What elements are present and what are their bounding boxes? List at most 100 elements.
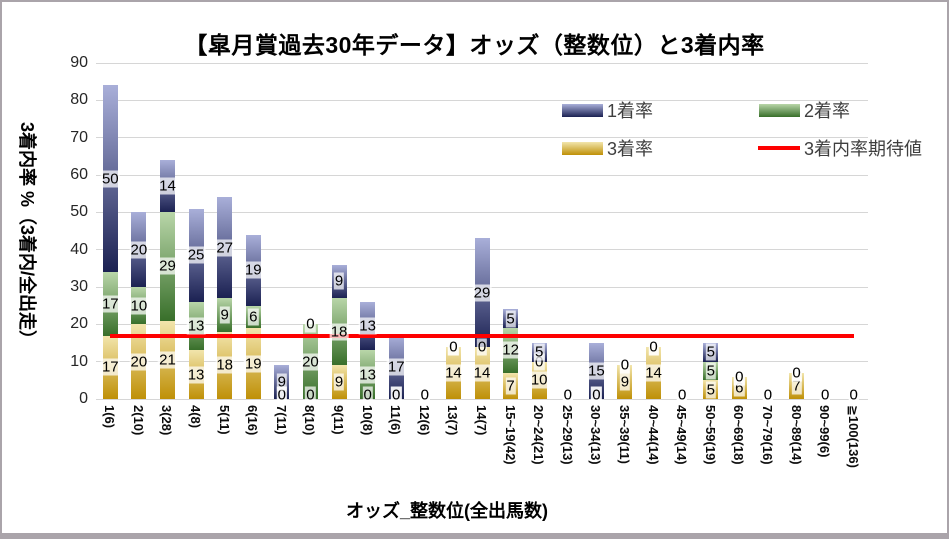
data-label: 13 [186, 317, 206, 335]
x-tick-label: 8(10) [302, 405, 318, 436]
x-tick-label: 13(7) [445, 405, 461, 436]
data-label: 0 [305, 315, 316, 333]
data-label: 14 [158, 177, 177, 195]
legend-label-second-rate: 2着率 [804, 101, 851, 121]
x-tick-label: 7(11) [273, 405, 289, 435]
legend-item-third-rate: 3着率 [562, 135, 653, 161]
data-label: 5 [705, 362, 716, 380]
data-label: 0 [562, 386, 573, 404]
data-label: 0 [305, 386, 316, 404]
data-label: 13 [186, 366, 206, 384]
gridline [96, 398, 868, 400]
x-tick-label: ≧100(136) [845, 405, 861, 468]
gridline [96, 211, 868, 213]
data-label: 5 [534, 343, 545, 361]
x-tick-label: 50~59(19) [702, 405, 718, 465]
data-label: 9 [276, 373, 288, 391]
data-label: 0 [791, 364, 802, 382]
x-tick-label: 20~24(21) [531, 405, 547, 465]
data-label: 0 [534, 353, 545, 371]
data-label: 9 [619, 373, 631, 391]
data-label: 0 [419, 386, 430, 404]
data-label: 21 [158, 351, 177, 369]
data-label: 15 [587, 362, 606, 380]
x-tick-label: 6(16) [245, 405, 261, 436]
data-label: 0 [362, 386, 373, 404]
x-tick-label: 2(10) [130, 405, 146, 436]
data-label: 0 [848, 386, 859, 404]
data-label: 0 [819, 386, 831, 404]
data-label: 0 [448, 338, 459, 356]
data-label: 13 [358, 317, 377, 335]
x-tick-label: 12(6) [416, 405, 432, 436]
x-tick-label: 35~39(11) [616, 405, 632, 464]
data-label: 6 [248, 308, 259, 326]
x-tick-label: 25~29(13) [559, 405, 575, 465]
data-label: 27 [215, 239, 234, 257]
data-label: 10 [529, 371, 549, 389]
data-label: 17 [100, 358, 120, 376]
data-label: 0 [476, 338, 488, 356]
data-label: 5 [705, 381, 716, 399]
legend-item-second-rate: 2着率 [759, 97, 850, 123]
gridline [96, 99, 868, 101]
data-label: 0 [591, 386, 602, 404]
data-label: 9 [333, 272, 345, 290]
x-axis-title: オッズ_整数位(全出馬数) [346, 501, 548, 521]
x-tick-label: 15~19(42) [502, 405, 518, 465]
expected-rate-line-swatch-icon [758, 146, 800, 150]
x-tick-label: 90~99(6) [817, 405, 833, 458]
legend-label-third-rate: 3着率 [607, 139, 654, 159]
y-tick-label: 0 [79, 390, 88, 407]
data-label: 0 [276, 386, 288, 404]
y-tick-label: 60 [70, 166, 88, 183]
data-label: 10 [129, 297, 149, 315]
x-tick-label: 14(7) [474, 405, 489, 436]
legend-label-expected-rate: 3着内率期待値 [804, 139, 923, 159]
gridline [96, 174, 868, 176]
x-tick-label: 45~49(14) [674, 405, 690, 465]
x-tick-label: 80~89(14) [788, 405, 804, 465]
data-label: 12 [501, 341, 520, 359]
data-label: 17 [100, 295, 120, 313]
data-label: 29 [472, 284, 492, 302]
gridline [96, 137, 868, 139]
y-tick-label: 40 [70, 240, 88, 258]
y-tick-label: 10 [70, 352, 88, 370]
chart-title: 【皐月賞過去30年データ】オッズ（整数位）と3着内率 [184, 32, 765, 58]
data-label: 20 [129, 353, 149, 371]
x-tick-label: 40~44(14) [645, 405, 661, 465]
data-label: 0 [676, 386, 688, 404]
x-tick-label: 5(11) [216, 405, 232, 435]
data-label: 6 [734, 379, 745, 397]
data-label: 25 [186, 246, 206, 264]
legend-item-expected-rate: 3着内率期待値 [758, 135, 922, 161]
x-tick-label: 10(8) [359, 405, 375, 436]
y-tick-label: 50 [70, 203, 88, 221]
data-label: 19 [243, 261, 263, 279]
data-label: 0 [734, 368, 745, 386]
data-label: 20 [301, 353, 320, 371]
data-label: 0 [619, 356, 631, 374]
y-tick-label: 80 [70, 91, 88, 109]
data-label: 19 [243, 355, 263, 373]
data-label: 9 [219, 306, 230, 324]
data-label: 7 [791, 377, 802, 395]
win-rate-swatch-icon [562, 103, 603, 117]
data-label: 18 [215, 356, 234, 374]
y-tick-label: 30 [70, 278, 88, 295]
second-rate-swatch-icon [759, 103, 800, 117]
y-tick-label: 70 [70, 128, 88, 146]
x-tick-label: 60~69(18) [731, 405, 747, 465]
x-tick-label: 70~79(16) [759, 405, 775, 465]
data-label: 5 [705, 343, 716, 361]
data-label: 29 [158, 257, 177, 275]
data-label: 18 [329, 323, 349, 341]
expected-rate-line [110, 333, 854, 338]
third-rate-swatch-icon [562, 141, 603, 155]
x-tick-label: 11(6) [388, 405, 404, 435]
data-label: 20 [129, 241, 149, 259]
x-tick-label: 1(6) [102, 405, 118, 429]
data-label: 7 [505, 377, 516, 395]
